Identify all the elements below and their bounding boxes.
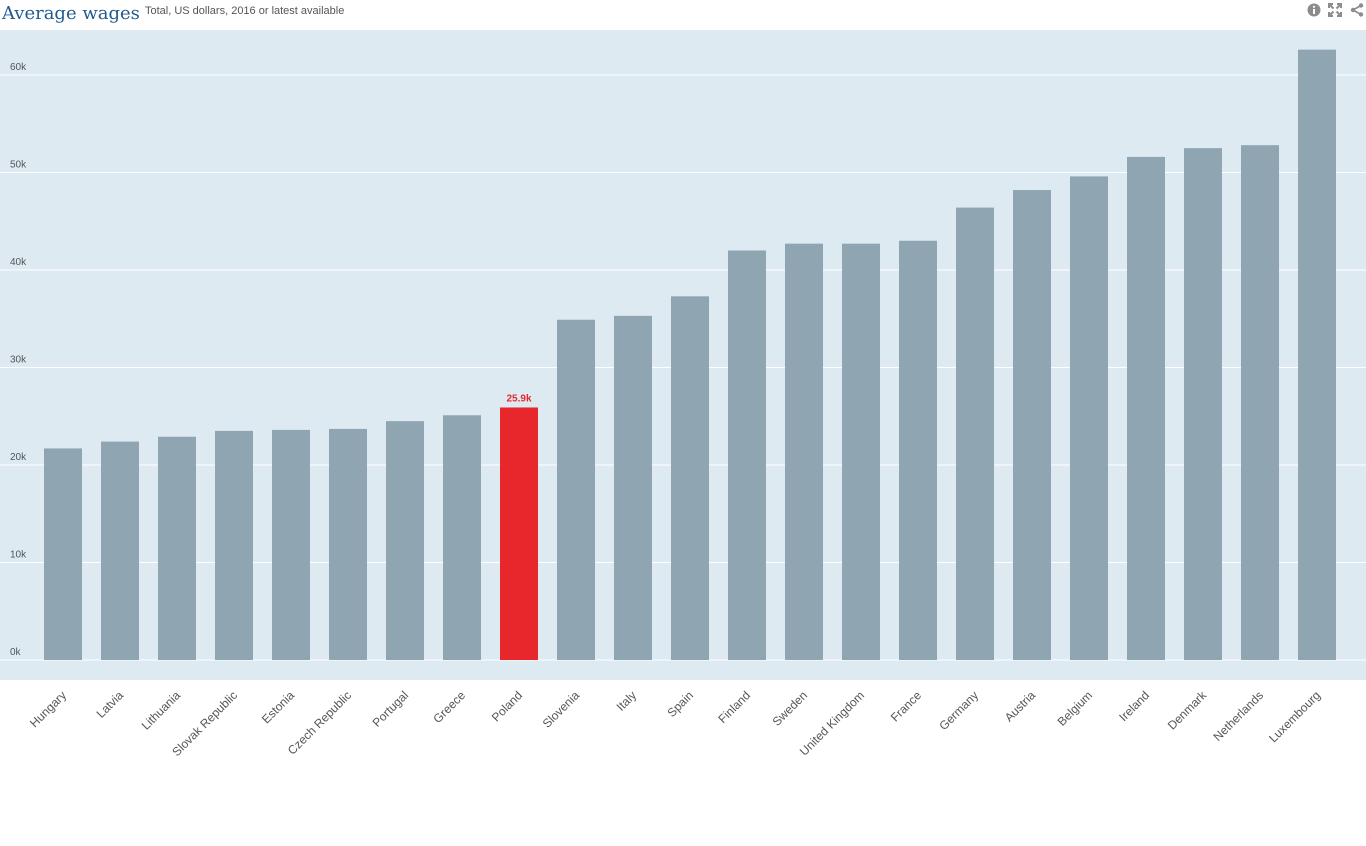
x-tick-label: Denmark <box>1165 688 1210 733</box>
bar-hungary[interactable] <box>44 448 82 660</box>
x-tick-label: Estonia <box>259 688 297 726</box>
bar-greece[interactable] <box>443 415 481 660</box>
x-tick-label: Italy <box>614 688 639 713</box>
x-tick-label: Luxembourg <box>1266 688 1323 745</box>
bar-latvia[interactable] <box>101 441 139 660</box>
y-tick-label: 20k <box>10 452 27 463</box>
bar-finland[interactable] <box>728 250 766 661</box>
fullscreen-icon[interactable] <box>1328 3 1342 17</box>
y-tick-label: 50k <box>10 160 27 171</box>
bar-italy[interactable] <box>614 315 652 660</box>
bar-united-kingdom[interactable] <box>842 243 880 661</box>
bar-netherlands[interactable] <box>1241 145 1279 660</box>
bar-lithuania[interactable] <box>158 436 196 660</box>
bar-estonia[interactable] <box>272 429 310 660</box>
y-tick-label: 30k <box>10 355 27 366</box>
bar-ireland[interactable] <box>1127 156 1165 660</box>
x-tick-label: Lithuania <box>139 688 184 733</box>
data-label: 25.9k <box>506 393 531 404</box>
x-tick-label: Ireland <box>1116 688 1152 724</box>
x-tick-label: Hungary <box>27 688 69 730</box>
x-tick-label: Austria <box>1002 688 1039 725</box>
bar-germany[interactable] <box>956 207 994 660</box>
share-icon[interactable] <box>1350 3 1364 17</box>
y-tick-label: 40k <box>10 257 27 268</box>
bar-slovenia[interactable] <box>557 319 595 660</box>
x-tick-label: Latvia <box>94 688 127 721</box>
x-tick-label: Greece <box>430 688 468 726</box>
x-tick-label: Finland <box>715 688 753 726</box>
bar-slovak-republic[interactable] <box>215 430 253 660</box>
x-tick-label: France <box>888 688 925 725</box>
y-tick-label: 0k <box>10 647 22 658</box>
chart-subtitle: Total, US dollars, 2016 or latest availa… <box>145 5 345 17</box>
x-tick-label: Germany <box>936 688 981 733</box>
x-tick-label: Portugal <box>370 688 412 730</box>
x-tick-label: Slovenia <box>540 688 583 731</box>
chart-title: Average wages <box>2 3 140 24</box>
bar-denmark[interactable] <box>1184 148 1222 660</box>
bar-belgium[interactable] <box>1070 176 1108 660</box>
x-tick-label: Spain <box>665 688 697 720</box>
x-tick-label: Poland <box>489 688 525 724</box>
bar-sweden[interactable] <box>785 243 823 661</box>
bar-portugal[interactable] <box>386 421 424 660</box>
info-icon[interactable] <box>1307 3 1321 17</box>
x-tick-label: Sweden <box>770 688 811 729</box>
bar-austria[interactable] <box>1013 190 1051 661</box>
bar-czech-republic[interactable] <box>329 428 367 660</box>
x-tick-label: Netherlands <box>1210 688 1266 744</box>
y-tick-label: 10k <box>10 550 27 561</box>
y-tick-label: 60k <box>10 62 27 73</box>
bar-poland[interactable] <box>500 407 538 660</box>
bar-luxembourg[interactable] <box>1298 49 1336 660</box>
bar-spain[interactable] <box>671 296 709 660</box>
x-tick-label: Belgium <box>1055 688 1096 729</box>
bar-france[interactable] <box>899 240 937 660</box>
